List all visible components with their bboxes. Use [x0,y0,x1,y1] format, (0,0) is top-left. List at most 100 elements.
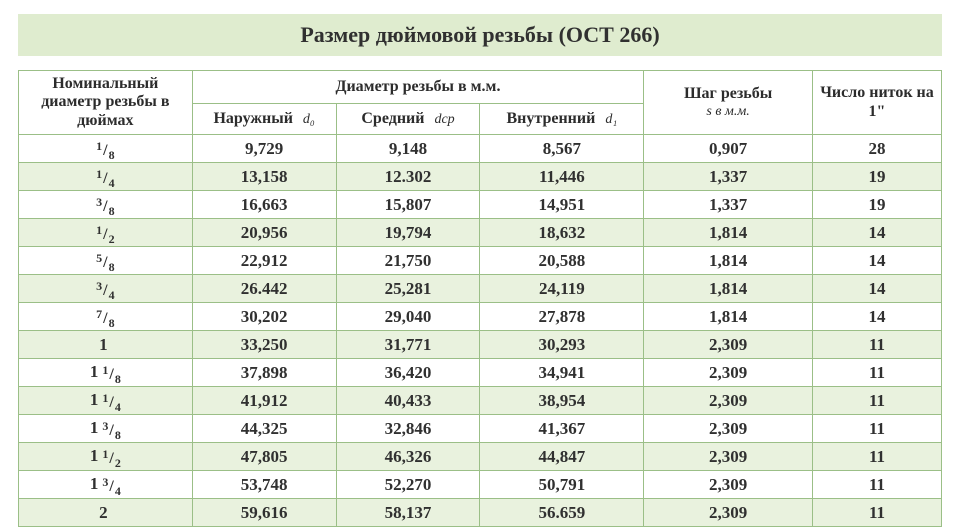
cell-dcp: 32,846 [336,415,480,443]
cell-d1: 20,588 [480,247,644,275]
header-d1: Внутренний d₁ [480,104,644,135]
cell-pitch: 2,309 [644,387,813,415]
cell-d0: 20,956 [192,219,336,247]
header-d0-sym: d₀ [303,112,315,127]
cell-dcp: 29,040 [336,303,480,331]
cell-pitch: 2,309 [644,499,813,527]
table-row: 13/453,74852,27050,7912,30911 [19,471,942,499]
cell-pitch: 1,814 [644,219,813,247]
cell-dcp: 12.302 [336,163,480,191]
cell-d0: 59,616 [192,499,336,527]
cell-nominal: 11/2 [19,443,193,471]
cell-nominal: 1/2 [19,219,193,247]
header-d0-label: Наружный [213,110,292,127]
cell-d1: 24,119 [480,275,644,303]
table-row: 1/220,95619,79418,6321,81414 [19,219,942,247]
cell-pitch: 2,309 [644,443,813,471]
table-row: 1/89,7299,1488,5670,90728 [19,135,942,163]
cell-pitch: 2,309 [644,331,813,359]
table-row: 5/822,91221,75020,5881,81414 [19,247,942,275]
cell-nominal: 13/8 [19,415,193,443]
cell-nominal: 7/8 [19,303,193,331]
table-body: 1/89,7299,1488,5670,907281/413,15812.302… [19,135,942,527]
cell-dcp: 58,137 [336,499,480,527]
cell-nominal: 3/8 [19,191,193,219]
table-row: 11/247,80546,32644,8472,30911 [19,443,942,471]
page-title: Размер дюймовой резьбы (ОСТ 266) [18,14,942,56]
cell-d1: 27,878 [480,303,644,331]
cell-threads: 19 [812,163,941,191]
header-dcp-sym: dср [434,112,454,127]
cell-d0: 30,202 [192,303,336,331]
cell-d1: 30,293 [480,331,644,359]
table-row: 3/426.44225,28124,1191,81414 [19,275,942,303]
header-d1-sym: d₁ [605,112,617,127]
header-d0: Наружный d₀ [192,104,336,135]
cell-threads: 19 [812,191,941,219]
cell-dcp: 19,794 [336,219,480,247]
cell-dcp: 36,420 [336,359,480,387]
cell-pitch: 0,907 [644,135,813,163]
cell-nominal: 3/4 [19,275,193,303]
table-row: 259,61658,13756.6592,30911 [19,499,942,527]
table-row: 11/837,89836,42034,9412,30911 [19,359,942,387]
cell-nominal: 5/8 [19,247,193,275]
cell-dcp: 25,281 [336,275,480,303]
header-pitch-sub: s в м.м. [648,104,808,120]
cell-threads: 14 [812,275,941,303]
cell-pitch: 2,309 [644,471,813,499]
cell-dcp: 46,326 [336,443,480,471]
cell-d0: 9,729 [192,135,336,163]
table-header: Номинальный диаметр резьбы в дюймах Диам… [19,71,942,135]
cell-d1: 41,367 [480,415,644,443]
cell-threads: 11 [812,443,941,471]
cell-d0: 53,748 [192,471,336,499]
cell-d0: 47,805 [192,443,336,471]
cell-d1: 11,446 [480,163,644,191]
cell-d0: 41,912 [192,387,336,415]
cell-threads: 11 [812,499,941,527]
cell-dcp: 15,807 [336,191,480,219]
cell-d1: 44,847 [480,443,644,471]
cell-pitch: 1,337 [644,163,813,191]
cell-nominal: 1/8 [19,135,193,163]
cell-d1: 8,567 [480,135,644,163]
cell-d0: 44,325 [192,415,336,443]
page: Размер дюймовой резьбы (ОСТ 266) Номинал… [0,0,960,526]
cell-nominal: 1/4 [19,163,193,191]
cell-threads: 11 [812,331,941,359]
cell-d0: 33,250 [192,331,336,359]
cell-threads: 14 [812,303,941,331]
cell-pitch: 1,337 [644,191,813,219]
table-row: 7/830,20229,04027,8781,81414 [19,303,942,331]
cell-threads: 14 [812,219,941,247]
header-pitch-label: Шаг резьбы [684,85,772,102]
cell-nominal: 13/4 [19,471,193,499]
cell-d0: 37,898 [192,359,336,387]
table-row: 13/844,32532,84641,3672,30911 [19,415,942,443]
header-dcp: Средний dср [336,104,480,135]
cell-d1: 34,941 [480,359,644,387]
cell-pitch: 1,814 [644,247,813,275]
cell-dcp: 31,771 [336,331,480,359]
cell-threads: 11 [812,359,941,387]
cell-d0: 26.442 [192,275,336,303]
cell-nominal: 1 [19,331,193,359]
cell-nominal: 11/4 [19,387,193,415]
cell-d1: 56.659 [480,499,644,527]
header-d1-label: Внутренний [507,110,596,127]
cell-d1: 38,954 [480,387,644,415]
cell-dcp: 40,433 [336,387,480,415]
cell-nominal: 11/8 [19,359,193,387]
cell-dcp: 21,750 [336,247,480,275]
header-pitch: Шаг резьбы s в м.м. [644,71,813,135]
cell-d1: 50,791 [480,471,644,499]
table-row: 3/816,66315,80714,9511,33719 [19,191,942,219]
cell-pitch: 2,309 [644,415,813,443]
cell-d0: 16,663 [192,191,336,219]
cell-dcp: 9,148 [336,135,480,163]
cell-threads: 11 [812,415,941,443]
table-row: 1/413,15812.30211,4461,33719 [19,163,942,191]
cell-threads: 28 [812,135,941,163]
cell-pitch: 1,814 [644,303,813,331]
